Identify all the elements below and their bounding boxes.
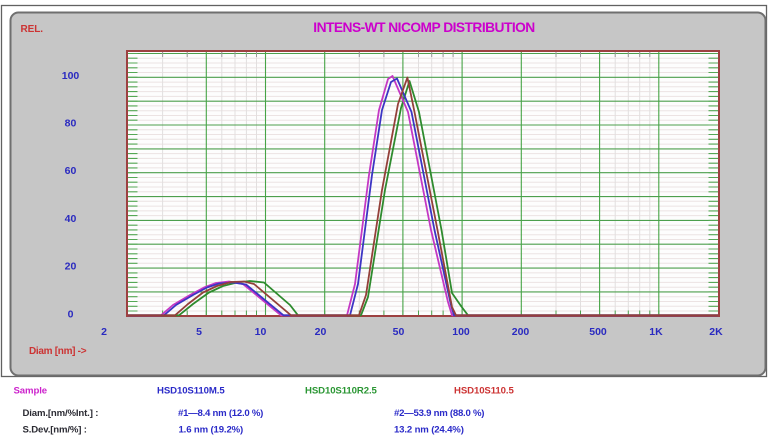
svg-text:HSD10S110.5: HSD10S110.5 xyxy=(454,386,514,397)
svg-text:200: 200 xyxy=(512,326,530,338)
svg-text:2K: 2K xyxy=(709,326,723,338)
svg-text:40: 40 xyxy=(65,213,77,225)
svg-text:#2—53.9 nm (88.0 %): #2—53.9 nm (88.0 %) xyxy=(394,408,484,419)
svg-text:Diam [nm] ->: Diam [nm] -> xyxy=(29,346,87,357)
svg-text:100: 100 xyxy=(62,70,80,82)
svg-text:HSD10S110M.5: HSD10S110M.5 xyxy=(157,386,225,397)
svg-text:Sample: Sample xyxy=(14,386,48,397)
svg-text:10: 10 xyxy=(255,326,267,338)
svg-text:13.2 nm (24.4%): 13.2 nm (24.4%) xyxy=(394,425,464,436)
svg-text:#1—8.4 nm (12.0 %): #1—8.4 nm (12.0 %) xyxy=(178,408,263,419)
svg-text:20: 20 xyxy=(65,261,77,273)
svg-text:500: 500 xyxy=(589,326,607,338)
svg-text:REL.: REL. xyxy=(21,24,44,35)
svg-text:1.6 nm (19.2%): 1.6 nm (19.2%) xyxy=(179,425,244,436)
svg-text:20: 20 xyxy=(315,326,327,338)
svg-text:80: 80 xyxy=(65,118,77,130)
svg-text:5: 5 xyxy=(196,326,202,338)
svg-text:INTENS-WT NICOMP DISTRIBUTION: INTENS-WT NICOMP DISTRIBUTION xyxy=(313,20,535,35)
svg-text:Diam.[nm/%Int.] :: Diam.[nm/%Int.] : xyxy=(23,408,99,419)
svg-text:1K: 1K xyxy=(649,326,663,338)
svg-text:HSD10S110R2.5: HSD10S110R2.5 xyxy=(305,386,378,397)
svg-text:0: 0 xyxy=(68,308,74,320)
svg-text:50: 50 xyxy=(393,326,405,338)
svg-text:100: 100 xyxy=(452,326,470,338)
svg-text:S.Dev.[nm/%] :: S.Dev.[nm/%] : xyxy=(23,425,87,436)
svg-text:60: 60 xyxy=(65,165,77,177)
svg-text:2: 2 xyxy=(101,326,107,338)
